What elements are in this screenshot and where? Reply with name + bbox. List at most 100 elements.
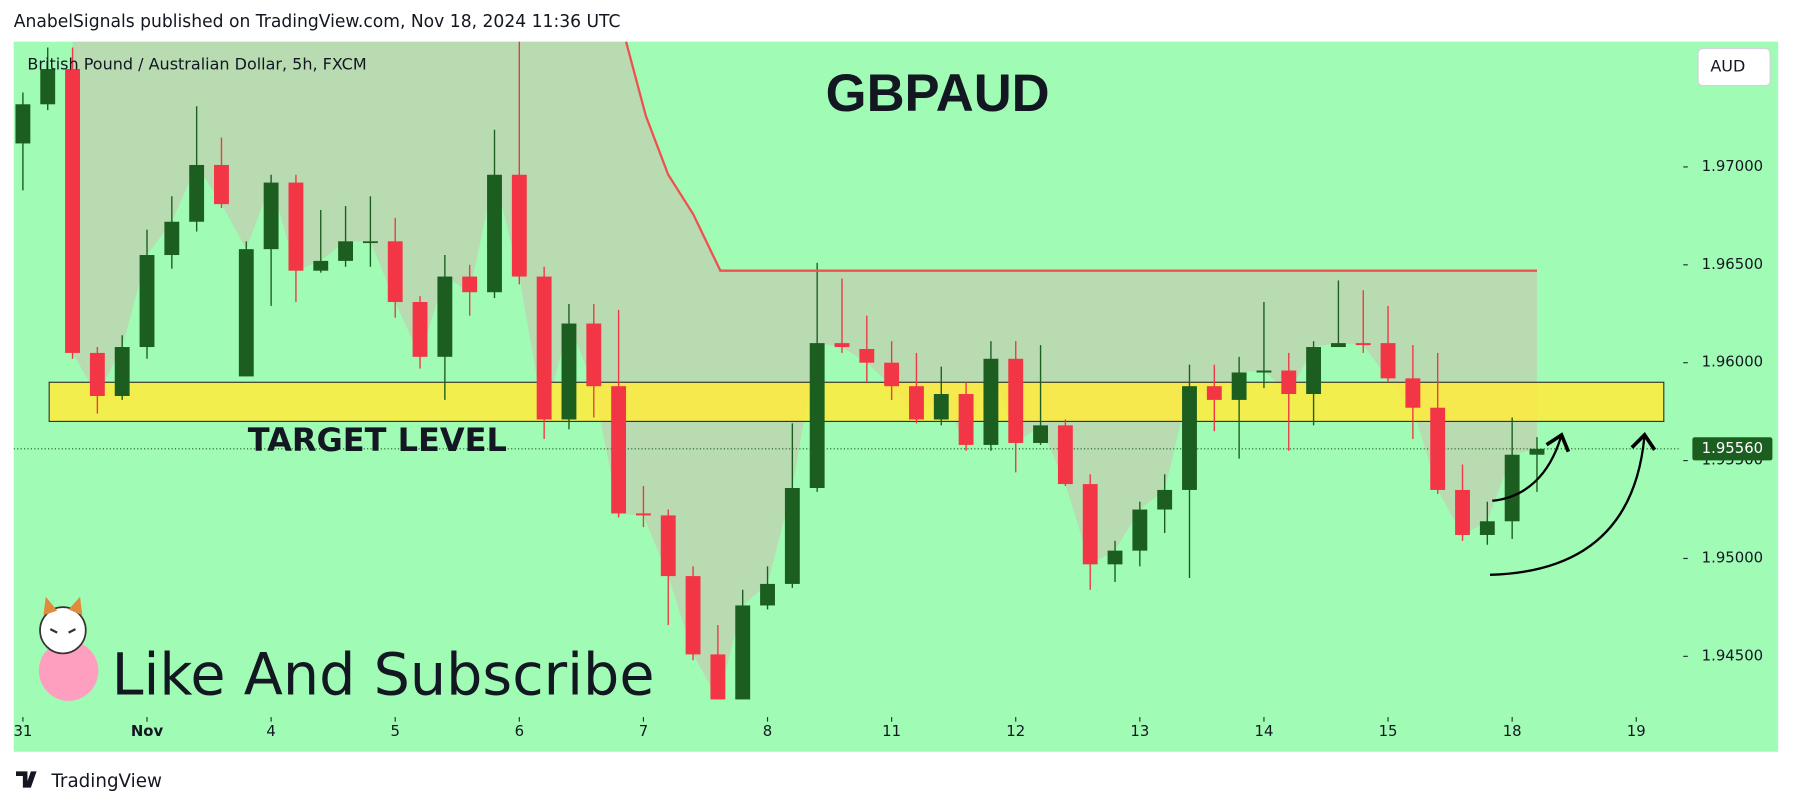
target-label: TARGET LEVEL [248,421,507,459]
overlay: 1.945001.950001.955001.960001.965001.970… [13,157,1773,740]
candle-body [139,255,155,348]
candle-body [1206,386,1222,400]
x-tick-label: 18 [1503,722,1522,740]
arrow-large [1489,431,1657,576]
x-tick-label: 11 [882,722,901,740]
candle-body [1281,370,1297,395]
candle-body [983,358,999,445]
candle-body [1306,347,1322,395]
candle-body [1380,343,1396,379]
candle-body [263,182,279,250]
x-tick-label: 6 [515,722,524,740]
candle-body [15,104,31,144]
x-tick-label: 14 [1254,722,1273,740]
target-zone [48,381,1665,423]
candle-body [387,241,403,303]
candle-body [1455,489,1470,535]
candle-body [1430,407,1446,490]
candle-body [114,347,130,396]
candle-body [89,352,105,396]
publish-header: AnabelSignals published on TradingView.c… [14,12,621,32]
candle-body [809,343,825,488]
candle-body [834,343,850,348]
y-tick-label: 1.96000 [1702,353,1763,371]
candle-body [1157,489,1173,510]
chart-title: GBPAUD [826,64,1050,123]
x-tick-label: 15 [1379,722,1398,740]
x-tick-label: 31 [13,722,32,740]
y-tick-label: 1.95000 [1702,548,1763,566]
candle-body [586,323,602,387]
candle-body [313,260,329,271]
candle-body [1256,370,1272,373]
candle-body [164,221,180,256]
candle-body [487,174,502,293]
candle-body [1231,372,1247,400]
candle-body [1479,521,1495,535]
x-tick-label: 4 [266,722,275,740]
candle-body [412,302,428,357]
tv-logo [16,771,37,788]
candle-body [611,386,627,514]
candle-body [1107,550,1123,565]
candle-body [288,182,304,271]
candle-body [859,348,875,363]
x-tick-label: 19 [1627,722,1646,740]
symbol-label: British Pound / Australian Dollar, 5h, F… [27,54,366,73]
candle-body [685,576,701,655]
candle-body [1033,425,1048,443]
footer-brand: TradingView [50,771,161,792]
candle-body [710,654,726,700]
candle-body [784,487,800,584]
x-tick-label: 13 [1130,722,1149,740]
last-price-label: 1.95560 [1702,439,1763,457]
candle-body [536,276,552,420]
candle-body [1008,358,1024,443]
y-tick-label: 1.96500 [1702,255,1763,273]
candle-body [1330,343,1346,348]
x-tick-label: 7 [639,722,648,740]
candle-body [189,164,205,222]
indicator-line [624,41,1537,272]
candle-body [1082,484,1098,565]
mascot-icon [38,596,99,701]
candle-body [65,69,80,353]
candle-body [214,164,229,205]
y-tick-label: 1.94500 [1702,646,1763,664]
candle-body [1132,509,1148,551]
candle-body [958,394,974,445]
candle-body [660,515,676,577]
candle-body [1504,454,1520,522]
candle-body [1405,378,1421,408]
candle-body [362,241,378,244]
candle-body [40,69,56,105]
currency-label: AUD [1710,57,1745,76]
candle-body [909,386,924,420]
x-tick-label: 8 [763,722,772,740]
arrow-small [1492,432,1571,502]
candle-body [1529,448,1545,455]
candle-body [511,174,527,277]
candle-body [462,276,478,293]
x-tick-label: 12 [1006,722,1025,740]
candle-body [933,394,949,420]
candle-body [884,362,900,387]
candle-body [338,241,354,261]
candle-body [1355,343,1371,346]
candle-body [1057,425,1073,485]
last-price-badge [1692,437,1773,461]
candle-body [735,605,751,700]
candle-body [238,249,254,377]
candle-body [561,323,577,420]
cloud-area [72,41,1537,700]
candle-body [1182,386,1197,490]
x-tick-label: Nov [131,722,164,740]
currency-badge[interactable] [1697,47,1771,87]
candle-body [635,513,651,516]
candle-body [437,276,453,357]
x-tick-label: 5 [390,722,399,740]
subscribe-text: Like And Subscribe [112,641,655,708]
y-tick-label: 1.97000 [1702,157,1763,175]
